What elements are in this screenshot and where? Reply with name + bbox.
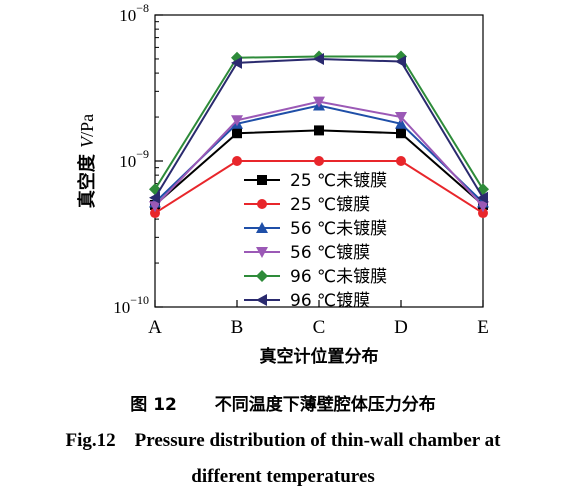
series-4: [149, 96, 489, 213]
x-tick-label: B: [231, 317, 244, 338]
data-point-triangle-left: [231, 56, 242, 69]
x-axis-label: 真空计位置分布: [260, 346, 379, 367]
legend-item: 96 ℃未镀膜: [244, 267, 387, 287]
data-point-square: [257, 175, 267, 185]
data-point-triangle-left: [149, 191, 160, 204]
data-point-square: [314, 125, 324, 136]
x-tick-label: C: [313, 317, 326, 338]
y-axis-label: 真空度 V/Pa: [76, 114, 98, 208]
data-point-circle: [257, 199, 267, 209]
y-tick-exponent: −10: [130, 293, 149, 307]
data-point-triangle-down: [395, 112, 407, 124]
y-axis-label-unit: /Pa: [77, 114, 97, 137]
series-6: [149, 52, 488, 204]
data-point-triangle-down: [313, 96, 325, 108]
data-point-triangle-down: [477, 201, 489, 213]
legend: 25 ℃未镀膜 25 ℃镀膜 56 ℃未镀膜 56 ℃镀膜 96 ℃未镀膜 96 ℃镀膜: [244, 171, 387, 311]
y-axis-label-var: V: [77, 135, 97, 148]
figure-title-cn: 不同温度下薄壁腔体压力分布: [214, 395, 436, 415]
legend-item: 25 ℃未镀膜: [244, 171, 387, 191]
legend-item: 56 ℃未镀膜: [244, 219, 387, 239]
data-point-circle: [232, 156, 242, 166]
y-tick-label: 10−8: [119, 1, 149, 25]
legend-label: 25 ℃镀膜: [290, 195, 370, 215]
series-line: [154, 129, 484, 206]
data-point-triangle-left: [395, 55, 406, 68]
y-axis-label-text: 真空度: [76, 148, 98, 208]
figure-caption-cn: 图 12 不同温度下薄壁腔体压力分布: [0, 390, 566, 415]
y-tick-exponent: −9: [136, 147, 149, 161]
data-point-triangle-left: [313, 52, 324, 65]
series-2: [150, 156, 488, 219]
data-point-triangle-left: [256, 294, 267, 306]
legend-item: 56 ℃镀膜: [244, 243, 370, 263]
series-layer: [149, 50, 489, 219]
legend-label: 96 ℃未镀膜: [290, 267, 387, 287]
data-point-circle: [478, 208, 488, 219]
legend-label: 56 ℃镀膜: [290, 243, 370, 263]
y-tick-exponent: −8: [136, 1, 149, 15]
legend-item: 96 ℃镀膜: [244, 291, 370, 311]
data-point-diamond: [256, 270, 268, 282]
figure-caption-en-line2: different temperatures: [191, 466, 375, 487]
x-tick-label: E: [477, 317, 489, 338]
legend-item: 25 ℃镀膜: [244, 195, 370, 215]
y-tick-base: 10: [119, 6, 136, 25]
x-tick-label: D: [394, 317, 408, 338]
data-point-triangle-down: [149, 201, 161, 213]
y-tick-base: 10: [119, 152, 136, 171]
data-point-circle: [396, 156, 406, 166]
y-axis-label-group: 真空度 V/Pa: [76, 114, 98, 208]
y-tick-label: 10−10: [113, 293, 149, 317]
series-line: [154, 55, 484, 190]
legend-label: 96 ℃镀膜: [290, 291, 370, 311]
y-tick-label: 10−9: [119, 147, 149, 171]
data-point-triangle-left: [477, 191, 488, 204]
data-point-triangle-up: [395, 117, 407, 129]
legend-label: 56 ℃未镀膜: [290, 219, 387, 239]
data-point-square: [396, 128, 406, 139]
data-point-circle: [314, 156, 324, 166]
legend-label: 25 ℃未镀膜: [290, 171, 387, 191]
data-point-triangle-down: [231, 115, 243, 127]
x-tick-label: A: [148, 317, 162, 338]
figure-caption-en-line1: Fig.12 Pressure distribution of thin-wal…: [65, 430, 501, 451]
data-point-triangle-down: [256, 247, 268, 258]
y-tick-base: 10: [113, 298, 130, 317]
data-point-triangle-up: [256, 222, 268, 233]
x-axis-ticks: A B C D E: [148, 300, 489, 338]
data-point-circle: [150, 208, 160, 219]
figure-number-cn: 图 12: [130, 395, 177, 415]
data-point-square: [232, 128, 242, 139]
